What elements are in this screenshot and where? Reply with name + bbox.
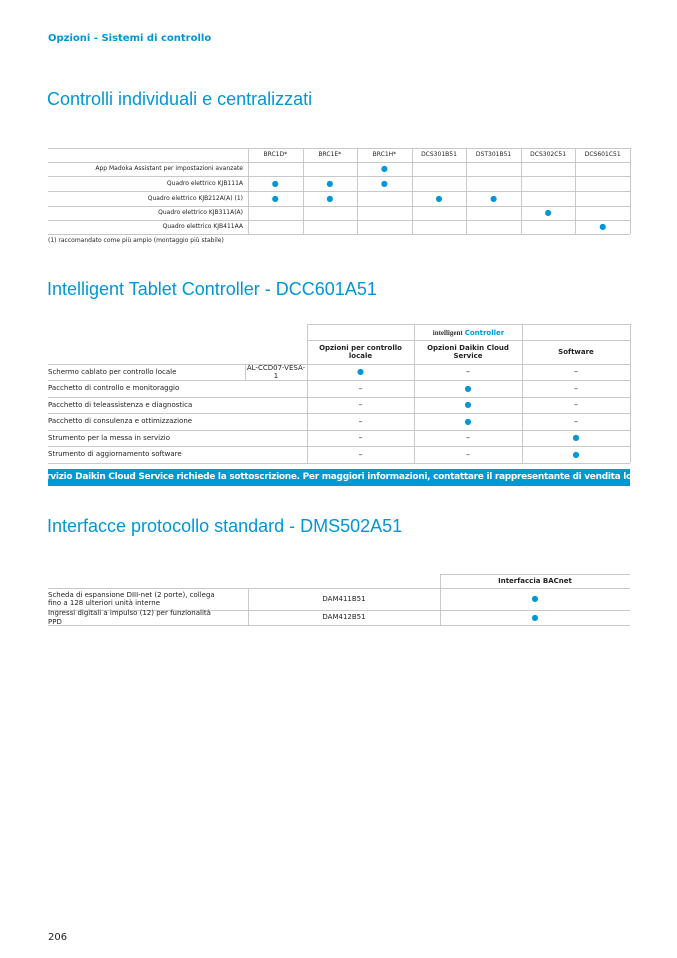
cell: ● xyxy=(599,222,607,232)
rule xyxy=(440,574,441,625)
row-label: Pacchetto di controllo e monitoraggio xyxy=(48,384,180,393)
column-header: Interfaccia BACnet xyxy=(498,576,572,585)
row-label: Scheda di espansione DIII-net (2 porte),… xyxy=(48,590,215,607)
row-label: Quadro elettrico KJB212A(A) (1) xyxy=(147,194,243,202)
rule xyxy=(307,324,308,463)
column-header: Opzioni per controllo locale xyxy=(319,343,402,360)
rule xyxy=(307,324,630,325)
cell: – xyxy=(574,367,578,377)
cell: – xyxy=(358,433,363,443)
rule xyxy=(48,162,630,163)
rule xyxy=(48,234,630,235)
model: DAM412B51 xyxy=(322,613,366,622)
cell: – xyxy=(574,383,578,393)
row-label: Strumento di aggiornamento software xyxy=(48,450,182,459)
rule xyxy=(248,588,249,625)
rule xyxy=(48,397,630,398)
rule xyxy=(440,574,630,575)
title: Intelligent Tablet Controller - DCC601A5… xyxy=(47,279,377,299)
cell: ● xyxy=(435,193,443,203)
rule xyxy=(414,324,415,463)
footnote: (1) raccomandato come più ampio (montagg… xyxy=(48,237,224,245)
column-header: BRC1H* xyxy=(372,151,397,159)
rule xyxy=(48,413,630,414)
rule xyxy=(522,324,523,463)
cell: ● xyxy=(490,193,498,203)
column-header: DST301B51 xyxy=(475,151,512,159)
cell: – xyxy=(358,400,363,410)
rule xyxy=(48,380,630,381)
rule xyxy=(48,206,630,207)
rule xyxy=(48,191,630,192)
cell: – xyxy=(466,433,470,443)
rule xyxy=(48,176,630,177)
cell: ● xyxy=(464,400,472,410)
row-label: App Madoka Assistant per impostazioni av… xyxy=(95,165,243,173)
rule xyxy=(48,446,630,447)
cell: – xyxy=(574,400,578,410)
rule xyxy=(48,430,630,431)
cell: ● xyxy=(544,208,552,218)
cell: ● xyxy=(271,178,279,188)
cell: ● xyxy=(271,193,279,203)
rule xyxy=(630,324,631,463)
logo-text: intelligent xyxy=(432,328,463,337)
column-header: DCS601C51 xyxy=(584,151,621,159)
row-label: Quadro elettrico KJB411AA xyxy=(162,223,243,231)
rule xyxy=(48,220,630,221)
column-header: Software xyxy=(558,347,594,356)
cell: ● xyxy=(464,416,472,426)
row-label: Ingressi digitali a impulso (12) per fun… xyxy=(48,609,211,626)
logo: intelligent Controller xyxy=(307,325,630,340)
column-header: BRC1E* xyxy=(318,151,342,159)
rule xyxy=(48,364,630,365)
cell: – xyxy=(358,383,363,393)
cell: ● xyxy=(326,178,334,188)
logo-text: Controller xyxy=(464,328,505,337)
cell: ● xyxy=(380,178,388,188)
page-number: 206 xyxy=(48,932,68,943)
cell: ● xyxy=(326,193,334,203)
row-label: Pacchetto di consulenza e ottimizzazione xyxy=(48,417,193,426)
cell: ● xyxy=(380,164,388,174)
title: Controlli individuali e centralizzati xyxy=(47,89,313,109)
row-label: Schermo cablato per controllo locale xyxy=(48,367,177,376)
row-label: Quadro elettrico KJB311A(A) xyxy=(158,209,243,217)
column-header: DCS301B51 xyxy=(421,151,457,159)
column-header: DCS302C51 xyxy=(530,151,567,159)
section-header: Opzioni - Sistemi di controllo xyxy=(48,33,212,44)
rule xyxy=(48,588,630,589)
column-header: Opzioni Daikin Cloud Service xyxy=(427,343,509,360)
cell: ● xyxy=(572,449,580,459)
row-label: Strumento per la messa in servizio xyxy=(48,433,170,442)
cell: ● xyxy=(357,367,364,377)
rule xyxy=(245,364,246,380)
cell: ● xyxy=(531,612,539,622)
cell: – xyxy=(466,449,470,459)
title: Interfacce protocollo standard - DMS502A… xyxy=(47,516,403,536)
cell: – xyxy=(358,449,363,459)
cell: ● xyxy=(572,433,580,443)
banner: Il servizio Daikin Cloud Service richied… xyxy=(27,469,652,486)
rule xyxy=(48,148,630,149)
rule xyxy=(307,340,630,341)
column-header: BRC1D* xyxy=(263,151,288,159)
rule xyxy=(48,625,630,626)
cell: – xyxy=(358,416,363,426)
cell: – xyxy=(574,416,578,426)
rule xyxy=(48,610,630,611)
row-label: Quadro elettrico KJB111A xyxy=(166,179,243,187)
rule xyxy=(48,463,630,464)
cell: ● xyxy=(531,594,539,604)
model: AL-CCD07-VESA-1 xyxy=(246,363,306,380)
cell: – xyxy=(466,367,470,377)
row-label: Pacchetto di teleassistenza e diagnostic… xyxy=(48,400,193,409)
model: DAM411B51 xyxy=(322,594,366,603)
cell: ● xyxy=(464,383,472,393)
rule xyxy=(630,148,631,234)
